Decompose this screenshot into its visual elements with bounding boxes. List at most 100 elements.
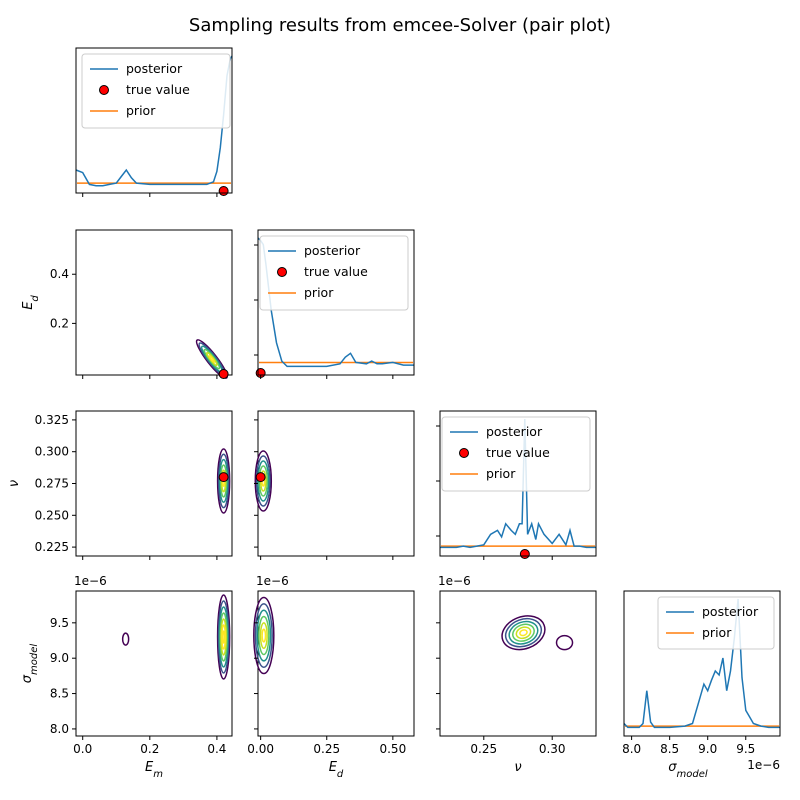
sigma_model-vs-E_m-contour bbox=[216, 594, 231, 680]
legend-posterior-label: posterior bbox=[486, 424, 543, 439]
diagonal-panel-E_d bbox=[257, 229, 415, 376]
y-axis-label-sigma_model: σmodel bbox=[20, 644, 40, 684]
legend-posterior-label: posterior bbox=[304, 243, 361, 258]
sigma_model-vs-E_d-contour bbox=[256, 609, 272, 662]
sigma_model-vs-E_m-contour bbox=[217, 600, 230, 674]
sigma_model-row-ytick-label: 8.5 bbox=[50, 687, 69, 701]
x-axis-label-E_d: Ed bbox=[329, 760, 344, 780]
y-axis-label-nu: ν bbox=[7, 480, 22, 487]
offset-text-sigma-row: 1e−6 bbox=[438, 574, 471, 588]
true-value-point-nu-vs-E_d bbox=[255, 472, 266, 483]
legend-true-value-label: true value bbox=[486, 445, 550, 460]
legend-nu: posterior true value prior bbox=[441, 416, 591, 492]
nu-vs-E_d-contour bbox=[254, 450, 273, 512]
true-value-point-nu-vs-E_m bbox=[218, 472, 229, 483]
sigma_model-axis-xtick-label: 8.0 bbox=[622, 742, 641, 756]
sigma_model-vs-E_m-island-contour bbox=[121, 632, 130, 646]
legend-E_m: posterior true value prior bbox=[81, 53, 231, 129]
sigma_model-vs-nu-contour bbox=[512, 623, 535, 642]
sigma_model-vs-nu-contour bbox=[508, 620, 539, 645]
offset-text-sigma-row: 1e−6 bbox=[74, 574, 107, 588]
E_d-vs-E_m-contour bbox=[206, 351, 218, 367]
E_d-axis-xtick-label: 0.00 bbox=[247, 742, 274, 756]
posterior-curve-nu bbox=[440, 418, 596, 549]
legend-true-value-marker bbox=[277, 267, 287, 277]
nu-vs-E_d-contour bbox=[255, 455, 271, 507]
E_d-axis-xtick-label: 0.25 bbox=[313, 742, 340, 756]
sigma_model-axis-xtick-label: 8.5 bbox=[660, 742, 679, 756]
legend-box bbox=[81, 53, 231, 129]
nu-row-ytick-label: 0.325 bbox=[35, 413, 69, 427]
E_d-row-ytick-label: 0.4 bbox=[50, 267, 69, 281]
sigma_model-vs-nu-contour bbox=[515, 626, 532, 640]
sigma_model-vs-nu-contour bbox=[504, 617, 543, 648]
sigma_model-vs-E_d-contour bbox=[259, 622, 268, 649]
legend-prior-label: prior bbox=[702, 625, 732, 640]
legend-true-value-marker bbox=[99, 85, 109, 95]
sigma_model-vs-E_m-contour bbox=[221, 624, 227, 650]
sigma_model-vs-E_m-contour bbox=[219, 612, 228, 662]
panel-sigma_model-vs-nu bbox=[439, 590, 597, 737]
sigma_model-row-ytick-label: 9.5 bbox=[50, 616, 69, 630]
legend-posterior-label: posterior bbox=[702, 604, 759, 619]
nu-vs-E_m-contour bbox=[217, 453, 230, 509]
legend-box bbox=[441, 416, 591, 492]
E_m-axis-xtick-label: 0.2 bbox=[140, 742, 159, 756]
y-axis-label-E_d: Ed bbox=[21, 295, 41, 310]
legend-box bbox=[259, 235, 409, 311]
posterior-curve-E_m bbox=[75, 55, 233, 187]
legend-prior-label: prior bbox=[126, 103, 156, 118]
E_m-axis-xtick-label: 0.4 bbox=[207, 742, 226, 756]
diagonal-panel-sigma_model bbox=[623, 590, 781, 737]
E_d-axis-xtick-label: 0.50 bbox=[379, 742, 406, 756]
sigma_model-row-ytick-label: 9.0 bbox=[50, 651, 69, 665]
panels-group: posterior true value prior posterior true va… bbox=[7, 47, 781, 780]
legend-box bbox=[657, 596, 775, 650]
nu-axis-xtick-label: 0.30 bbox=[539, 742, 566, 756]
diagonal-panel-nu bbox=[439, 410, 597, 557]
x-axis-label-sigma_model: σmodel bbox=[668, 760, 708, 780]
legend-E_d: posterior true value prior bbox=[259, 235, 409, 311]
sigma_model-axis-xtick-label: 9.0 bbox=[698, 742, 717, 756]
legend-true-value-label: true value bbox=[304, 264, 368, 279]
panel-nu-vs-E_d bbox=[257, 410, 415, 557]
true-value-point-E_m bbox=[218, 186, 229, 196]
x-axis-label-nu: ν bbox=[514, 760, 521, 775]
diagonal-panel-E_m bbox=[75, 47, 233, 194]
E_d-vs-E_m-contour bbox=[208, 355, 216, 363]
x-axis-label-E_m: Em bbox=[145, 760, 163, 780]
sigma_model-vs-nu-contour bbox=[501, 615, 546, 651]
offset-text-sigma-col: 1e−6 bbox=[747, 758, 780, 772]
sigma_model-vs-E_d-contour bbox=[254, 603, 273, 668]
sigma_model-vs-E_d-contour bbox=[261, 628, 267, 643]
true-value-point-E_d-vs-E_m bbox=[218, 369, 229, 379]
nu-row-ytick-label: 0.250 bbox=[35, 508, 69, 522]
figure-title: Sampling results from emcee-Solver (pair… bbox=[189, 15, 611, 36]
nu-row-ytick-label: 0.300 bbox=[35, 445, 69, 459]
sigma_model-vs-E_m-contour bbox=[220, 618, 227, 656]
E_d-vs-E_m-contour bbox=[200, 345, 223, 373]
panel-nu-vs-E_m bbox=[75, 410, 233, 557]
legend-prior-label: prior bbox=[486, 466, 516, 481]
sigma_model-vs-E_m-contour bbox=[222, 630, 226, 644]
posterior-curve-sigma_model bbox=[623, 598, 780, 729]
legend-sigma_model: posterior prior bbox=[657, 596, 775, 650]
legend-prior-label: prior bbox=[304, 285, 334, 300]
E_d-vs-E_m-contour bbox=[203, 348, 221, 370]
sigma_model-vs-E_d-contour bbox=[258, 615, 270, 656]
sigma_model-vs-E_d-contour bbox=[253, 596, 275, 675]
nu-row-ytick-label: 0.225 bbox=[35, 540, 69, 554]
legend-posterior-label: posterior bbox=[126, 61, 183, 76]
sigma_model-axis-xtick-label: 9.5 bbox=[736, 742, 755, 756]
panel-E_d-vs-E_m bbox=[75, 229, 233, 376]
E_m-axis-xtick-label: 0.0 bbox=[73, 742, 92, 756]
sigma_model-vs-E_m-contour bbox=[218, 606, 229, 668]
E_d-row-ytick-label: 0.2 bbox=[50, 316, 69, 330]
true-value-point-nu bbox=[519, 549, 530, 559]
sigma_model-row-ytick-label: 8.0 bbox=[50, 722, 69, 736]
legend-true-value-marker bbox=[459, 448, 469, 458]
offset-text-sigma-row: 1e−6 bbox=[256, 574, 289, 588]
panel-sigma_model-vs-E_d bbox=[257, 590, 415, 737]
nu-row-ytick-label: 0.275 bbox=[35, 477, 69, 491]
